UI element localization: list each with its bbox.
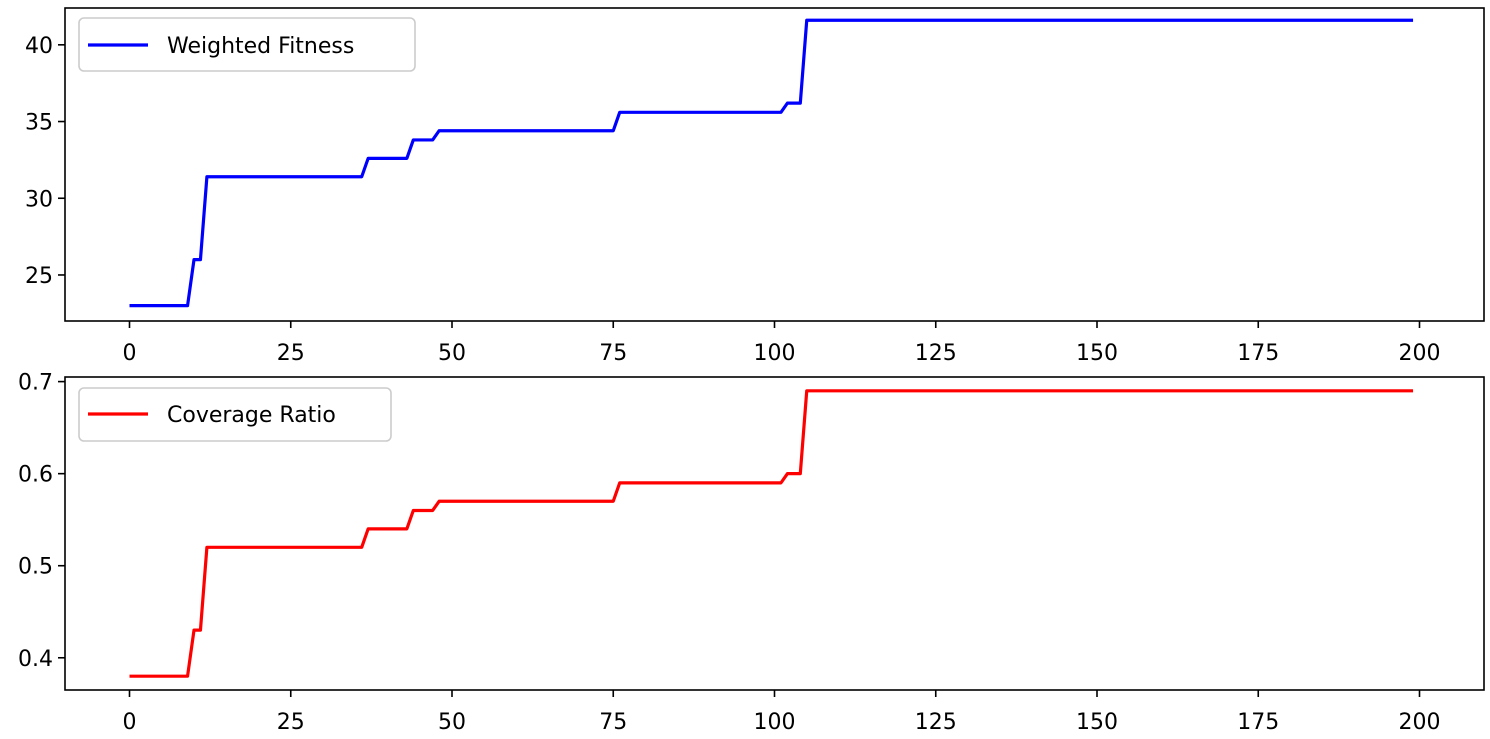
legend-box [78,17,416,72]
x-tick-label: 125 [915,710,957,735]
subplot-coverage-ratio: 0 25 50 75 100 125 150 175 200 0.4 0.5 0.6 0.7 Cove… [18,371,1485,735]
x-tick-label: 75 [599,341,627,366]
x-tick-label: 125 [915,341,957,366]
x-tick-label: 0 [123,341,137,366]
y-tick-label: 0.7 [18,371,53,396]
subplot-weighted-fitness: 0 25 50 75 100 125 150 175 200 25 30 35 40 Weighted… [25,7,1485,366]
x-tick-label: 25 [277,710,305,735]
y-tick-label: 30 [25,187,53,212]
x-tick-label: 100 [754,710,796,735]
x-tick-label: 0 [123,710,137,735]
x-tick-label: 150 [1076,710,1118,735]
y-tick-label: 25 [25,264,53,289]
y-tick-label: 0.6 [18,463,53,488]
y-tick-label: 35 [25,111,53,136]
series-line-0 [129,18,1414,308]
y-tick-label: 0.4 [18,647,53,672]
y-tick-label: 0.5 [18,555,53,580]
series-layer [129,389,1414,678]
x-tick-label: 200 [1399,710,1441,735]
y-tick-label: 40 [25,34,53,59]
legend-label-coverage-ratio: Coverage Ratio [167,403,336,428]
y-axis-ticks: 25 30 35 40 [25,34,65,289]
x-tick-label: 175 [1237,341,1279,366]
series-line-0 [129,389,1414,678]
legend-label-weighted-fitness: Weighted Fitness [167,34,354,59]
x-tick-label: 50 [438,341,466,366]
series-layer [129,18,1414,308]
x-tick-label: 100 [754,341,796,366]
x-tick-label: 200 [1399,341,1441,366]
x-tick-label: 25 [277,341,305,366]
legend: Coverage Ratio [78,387,392,442]
legend-box [78,387,392,442]
x-axis-ticks: 0 25 50 75 100 125 150 175 200 [123,690,1441,735]
y-axis-ticks: 0.4 0.5 0.6 0.7 [18,371,65,672]
x-tick-label: 50 [438,710,466,735]
x-tick-label: 175 [1237,710,1279,735]
x-tick-label: 75 [599,710,627,735]
x-tick-label: 150 [1076,341,1118,366]
x-axis-ticks: 0 25 50 75 100 125 150 175 200 [123,321,1441,366]
legend: Weighted Fitness [78,17,416,72]
